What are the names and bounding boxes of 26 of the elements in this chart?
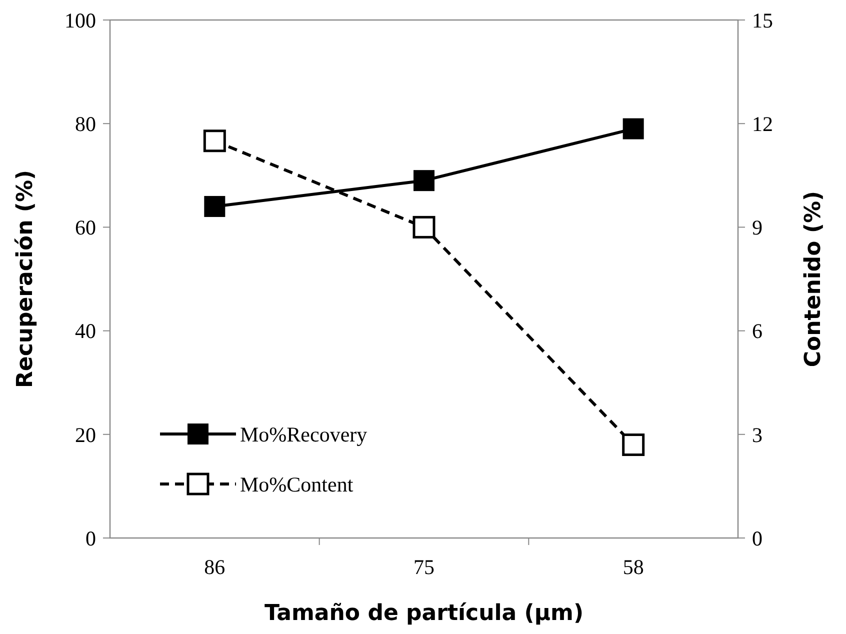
y-tick-label: 20 [75,422,96,447]
y-tick-label: 40 [75,319,96,344]
point [203,130,226,152]
x-axis-title: Tamaño de partícula (μm) [264,601,584,626]
point [412,216,436,238]
x-tick-label: 58 [622,555,644,579]
x-tick-label: 75 [414,555,434,579]
x-tick-label: 86 [204,555,226,579]
y-tick-label: 100 [64,8,96,32]
point [622,434,645,456]
y2-tick-label: 12 [752,112,773,136]
y2-axis-title: Contenido (%) [801,190,826,368]
y-tick-label: 0 [86,526,96,550]
y-tick-label: 80 [75,112,96,136]
point [414,170,434,192]
legend-label: Mo%Recovery [240,422,368,446]
point [622,118,644,140]
y2-tick-label: 9 [752,216,762,240]
y2-tick-label: 0 [752,526,762,550]
y-axis-title: Recuperación (%) [13,170,38,388]
y2-tick-label: 6 [752,319,762,344]
y-tick-label: 60 [75,216,96,240]
y2-tick-label: 15 [752,8,773,32]
legend-label: Mo%Content [240,472,354,496]
y2-tick-label: 3 [752,422,762,447]
point [204,196,226,217]
